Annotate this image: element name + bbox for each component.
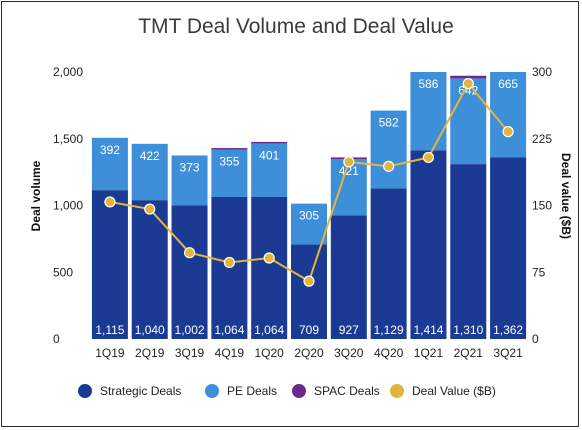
legend-swatch [390, 384, 404, 398]
y2-tick-label: 225 [532, 132, 552, 146]
y2-axis-title: Deal value ($B) [559, 153, 573, 239]
deal-value-point [223, 256, 235, 269]
bar-spac-deals [450, 75, 487, 79]
bar-pe-deals [211, 149, 248, 197]
strategic-data-label: 1,362 [493, 323, 523, 337]
bar-pe-deals [370, 110, 407, 189]
bar-strategic-deals [291, 244, 327, 339]
x-tick-label: 2Q20 [294, 346, 324, 360]
pe-data-label: 373 [180, 160, 200, 174]
y-tick-label: 0 [53, 332, 60, 346]
deal-value-point [263, 252, 275, 264]
x-tick-label: 3Q19 [175, 346, 205, 360]
deal-value-point [303, 275, 315, 287]
legend-label: Strategic Deals [100, 384, 181, 398]
pe-data-label: 665 [498, 77, 518, 91]
y2-tick-label: 150 [532, 199, 552, 213]
deal-value-point [343, 156, 355, 168]
strategic-data-label: 1,414 [413, 323, 443, 337]
pe-data-label: 401 [259, 148, 279, 162]
legend-label: Deal Value ($B) [412, 384, 496, 398]
bar-strategic-deals [410, 150, 447, 339]
y-tick-label: 1,500 [53, 132, 83, 146]
y-tick-label: 1,000 [53, 199, 83, 213]
deal-value-point [462, 77, 474, 90]
strategic-data-label: 709 [299, 323, 319, 337]
y2-tick-label: 0 [532, 332, 539, 346]
deal-value-point [383, 160, 395, 172]
bar-strategic-deals [330, 215, 367, 339]
strategic-data-label: 1,129 [374, 323, 404, 337]
pe-data-label: 392 [100, 143, 120, 157]
deal-value-point [144, 203, 156, 215]
y-tick-label: 2,000 [53, 65, 83, 79]
strategic-data-label: 1,040 [135, 323, 165, 337]
pe-data-label: 305 [299, 209, 319, 223]
legend-swatch [292, 384, 306, 398]
deal-value-point [183, 247, 196, 259]
pe-data-label: 422 [140, 149, 160, 163]
pe-data-label: 582 [379, 116, 399, 130]
y-axis-title: Deal volume [29, 160, 43, 231]
y2-tick-label: 75 [532, 265, 546, 279]
bar-strategic-deals [171, 205, 208, 339]
x-tick-label: 1Q21 [414, 346, 444, 360]
legend-swatch [78, 384, 92, 398]
x-tick-label: 1Q20 [255, 346, 285, 360]
strategic-data-label: 1,064 [254, 323, 284, 337]
x-tick-label: 2Q19 [135, 346, 165, 360]
bar-strategic-deals [370, 188, 407, 339]
bar-strategic-deals [131, 200, 168, 339]
legend-label: PE Deals [227, 384, 277, 398]
bar-strategic-deals [91, 190, 128, 339]
y-tick-label: 500 [53, 265, 73, 279]
bar-pe-deals [131, 143, 168, 201]
bar-spac-deals [251, 141, 288, 144]
legend-label: SPAC Deals [314, 384, 380, 398]
x-tick-label: 4Q19 [215, 346, 245, 360]
bar-pe-deals [330, 159, 367, 216]
bar-strategic-deals [450, 164, 487, 339]
strategic-data-label: 1,002 [175, 323, 205, 337]
bar-pe-deals [251, 143, 288, 197]
chart-title: TMT Deal Volume and Deal Value [138, 15, 454, 38]
x-tick-label: 3Q21 [493, 346, 523, 360]
strategic-data-label: 1,064 [214, 323, 244, 337]
deal-value-point [502, 126, 514, 138]
bar-strategic-deals [490, 157, 527, 339]
strategic-data-label: 927 [339, 323, 359, 337]
pe-data-label: 586 [418, 77, 438, 91]
bar-strategic-deals [251, 196, 288, 339]
x-tick-label: 4Q20 [374, 346, 404, 360]
bar-pe-deals [490, 72, 527, 158]
deal-value-point [422, 151, 435, 164]
legend-swatch [205, 384, 219, 398]
strategic-data-label: 1,115 [95, 323, 124, 337]
deal-value-point [104, 196, 116, 208]
y2-tick-label: 300 [532, 65, 552, 79]
strategic-data-label: 1,310 [453, 323, 483, 337]
bar-pe-deals [91, 137, 128, 191]
bar-spac-deals [211, 148, 248, 150]
x-tick-label: 3Q20 [334, 346, 364, 360]
bar-pe-deals [291, 203, 327, 245]
bar-pe-deals [171, 155, 208, 206]
x-tick-label: 2Q21 [454, 346, 484, 360]
x-tick-label: 1Q19 [95, 346, 125, 360]
bar-pe-deals [450, 78, 487, 165]
pe-data-label: 355 [219, 155, 239, 169]
